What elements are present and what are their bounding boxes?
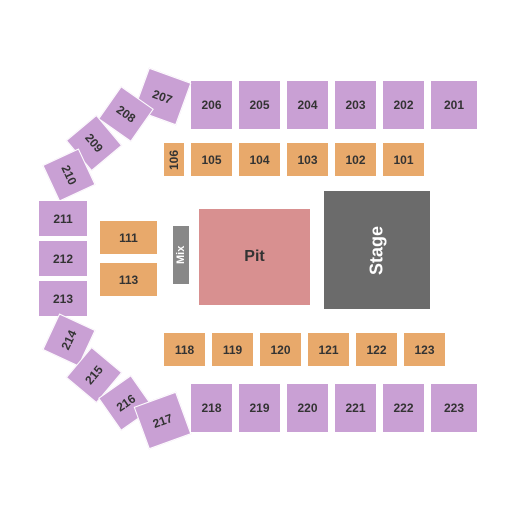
stage-area[interactable]: Stage <box>323 190 431 310</box>
section-119[interactable]: 119 <box>211 332 254 367</box>
mix-area[interactable]: Mix <box>172 225 190 285</box>
section-206[interactable]: 206 <box>190 80 233 130</box>
section-205[interactable]: 205 <box>238 80 281 130</box>
section-113[interactable]: 113 <box>99 262 158 297</box>
pit-area[interactable]: Pit <box>198 208 311 306</box>
section-202[interactable]: 202 <box>382 80 425 130</box>
section-211[interactable]: 211 <box>38 200 88 237</box>
section-121[interactable]: 121 <box>307 332 350 367</box>
section-218[interactable]: 218 <box>190 383 233 433</box>
section-118[interactable]: 118 <box>163 332 206 367</box>
section-101[interactable]: 101 <box>382 142 425 177</box>
section-103[interactable]: 103 <box>286 142 329 177</box>
section-104[interactable]: 104 <box>238 142 281 177</box>
section-122[interactable]: 122 <box>355 332 398 367</box>
section-201[interactable]: 201 <box>430 80 478 130</box>
section-213[interactable]: 213 <box>38 280 88 317</box>
section-204[interactable]: 204 <box>286 80 329 130</box>
section-203[interactable]: 203 <box>334 80 377 130</box>
section-123[interactable]: 123 <box>403 332 446 367</box>
section-120[interactable]: 120 <box>259 332 302 367</box>
section-106[interactable]: 106 <box>163 142 185 177</box>
seating-chart: StagePit Mix 106105104103102101 111 11311811… <box>0 0 525 525</box>
section-219[interactable]: 219 <box>238 383 281 433</box>
section-223[interactable]: 223 <box>430 383 478 433</box>
section-212[interactable]: 212 <box>38 240 88 277</box>
section-220[interactable]: 220 <box>286 383 329 433</box>
section-111[interactable]: 111 <box>99 220 158 255</box>
section-222[interactable]: 222 <box>382 383 425 433</box>
section-105[interactable]: 105 <box>190 142 233 177</box>
section-102[interactable]: 102 <box>334 142 377 177</box>
section-221[interactable]: 221 <box>334 383 377 433</box>
